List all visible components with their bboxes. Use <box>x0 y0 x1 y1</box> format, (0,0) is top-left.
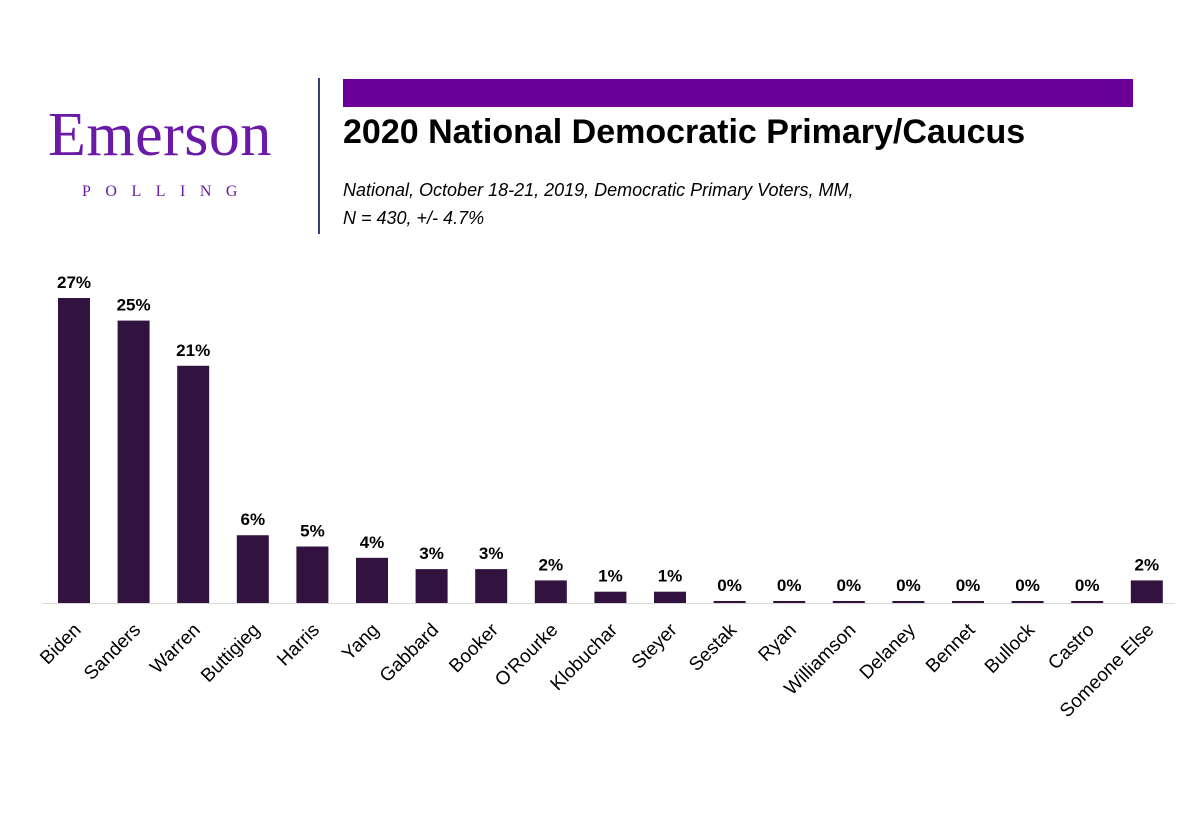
bar-2 <box>177 365 210 603</box>
chart-subtitle: National, October 18-21, 2019, Democrati… <box>343 176 1023 232</box>
data-label-17: 0% <box>1075 576 1100 595</box>
bar-14 <box>892 601 925 603</box>
bar-11 <box>713 601 746 603</box>
bar-13 <box>832 601 865 603</box>
data-label-6: 3% <box>419 544 444 563</box>
data-label-15: 0% <box>956 576 981 595</box>
data-label-9: 1% <box>598 567 623 586</box>
data-label-7: 3% <box>479 544 504 563</box>
bar-4 <box>296 546 329 603</box>
x-tick-label-14: Delaney <box>856 619 920 683</box>
x-tick-label-17: Castro <box>1044 620 1098 674</box>
bar-9 <box>594 591 627 603</box>
data-label-3: 6% <box>241 510 266 529</box>
data-label-4: 5% <box>300 522 325 541</box>
x-tick-label-11: Sestak <box>685 619 741 675</box>
bar-0 <box>58 298 90 603</box>
x-tick-label-5: Yang <box>338 620 383 665</box>
data-label-18: 2% <box>1135 555 1160 574</box>
data-label-8: 2% <box>539 555 564 574</box>
x-tick-label-10: Steyer <box>628 619 682 673</box>
data-label-10: 1% <box>658 567 683 586</box>
bar-8 <box>534 580 567 603</box>
x-tick-label-1: Sanders <box>80 620 145 685</box>
data-label-13: 0% <box>837 576 862 595</box>
bar-12 <box>773 601 806 603</box>
data-label-1: 25% <box>117 296 151 315</box>
data-label-11: 0% <box>717 576 742 595</box>
logo-wordmark: Emerson <box>48 101 272 169</box>
data-label-14: 0% <box>896 576 921 595</box>
data-label-5: 4% <box>360 533 385 552</box>
x-tick-label-16: Bullock <box>981 619 1040 678</box>
x-tick-label-6: Gabbard <box>376 620 443 687</box>
x-tick-label-2: Warren <box>146 620 204 678</box>
data-label-16: 0% <box>1015 576 1040 595</box>
header-divider <box>318 78 320 234</box>
bar-16 <box>1011 601 1044 603</box>
bar-15 <box>952 601 984 603</box>
subtitle-line-1: National, October 18-21, 2019, Democrati… <box>343 180 854 200</box>
chart-title: 2020 National Democratic Primary/Caucus <box>343 113 1026 151</box>
bar-3 <box>236 535 269 603</box>
bar-7 <box>475 569 508 603</box>
bar-10 <box>654 591 686 603</box>
data-label-0: 27% <box>57 273 91 292</box>
x-tick-label-0: Biden <box>36 620 85 669</box>
x-tick-label-7: Booker <box>445 619 503 677</box>
header-accent-bar <box>343 79 1133 107</box>
logo-subtext: POLLING <box>82 183 252 200</box>
x-tick-label-15: Bennet <box>922 619 980 677</box>
bar-6 <box>415 569 448 603</box>
subtitle-line-2: N = 430, +/- 4.7% <box>343 208 485 228</box>
x-tick-label-4: Harris <box>273 620 324 671</box>
x-tick-label-3: Buttigieg <box>197 620 264 687</box>
data-label-2: 21% <box>176 341 210 360</box>
bar-1 <box>117 320 150 603</box>
x-tick-label-12: Ryan <box>755 620 801 666</box>
bar-18 <box>1130 580 1163 603</box>
bar-17 <box>1071 601 1104 603</box>
bar-5 <box>356 557 388 603</box>
data-label-12: 0% <box>777 576 802 595</box>
